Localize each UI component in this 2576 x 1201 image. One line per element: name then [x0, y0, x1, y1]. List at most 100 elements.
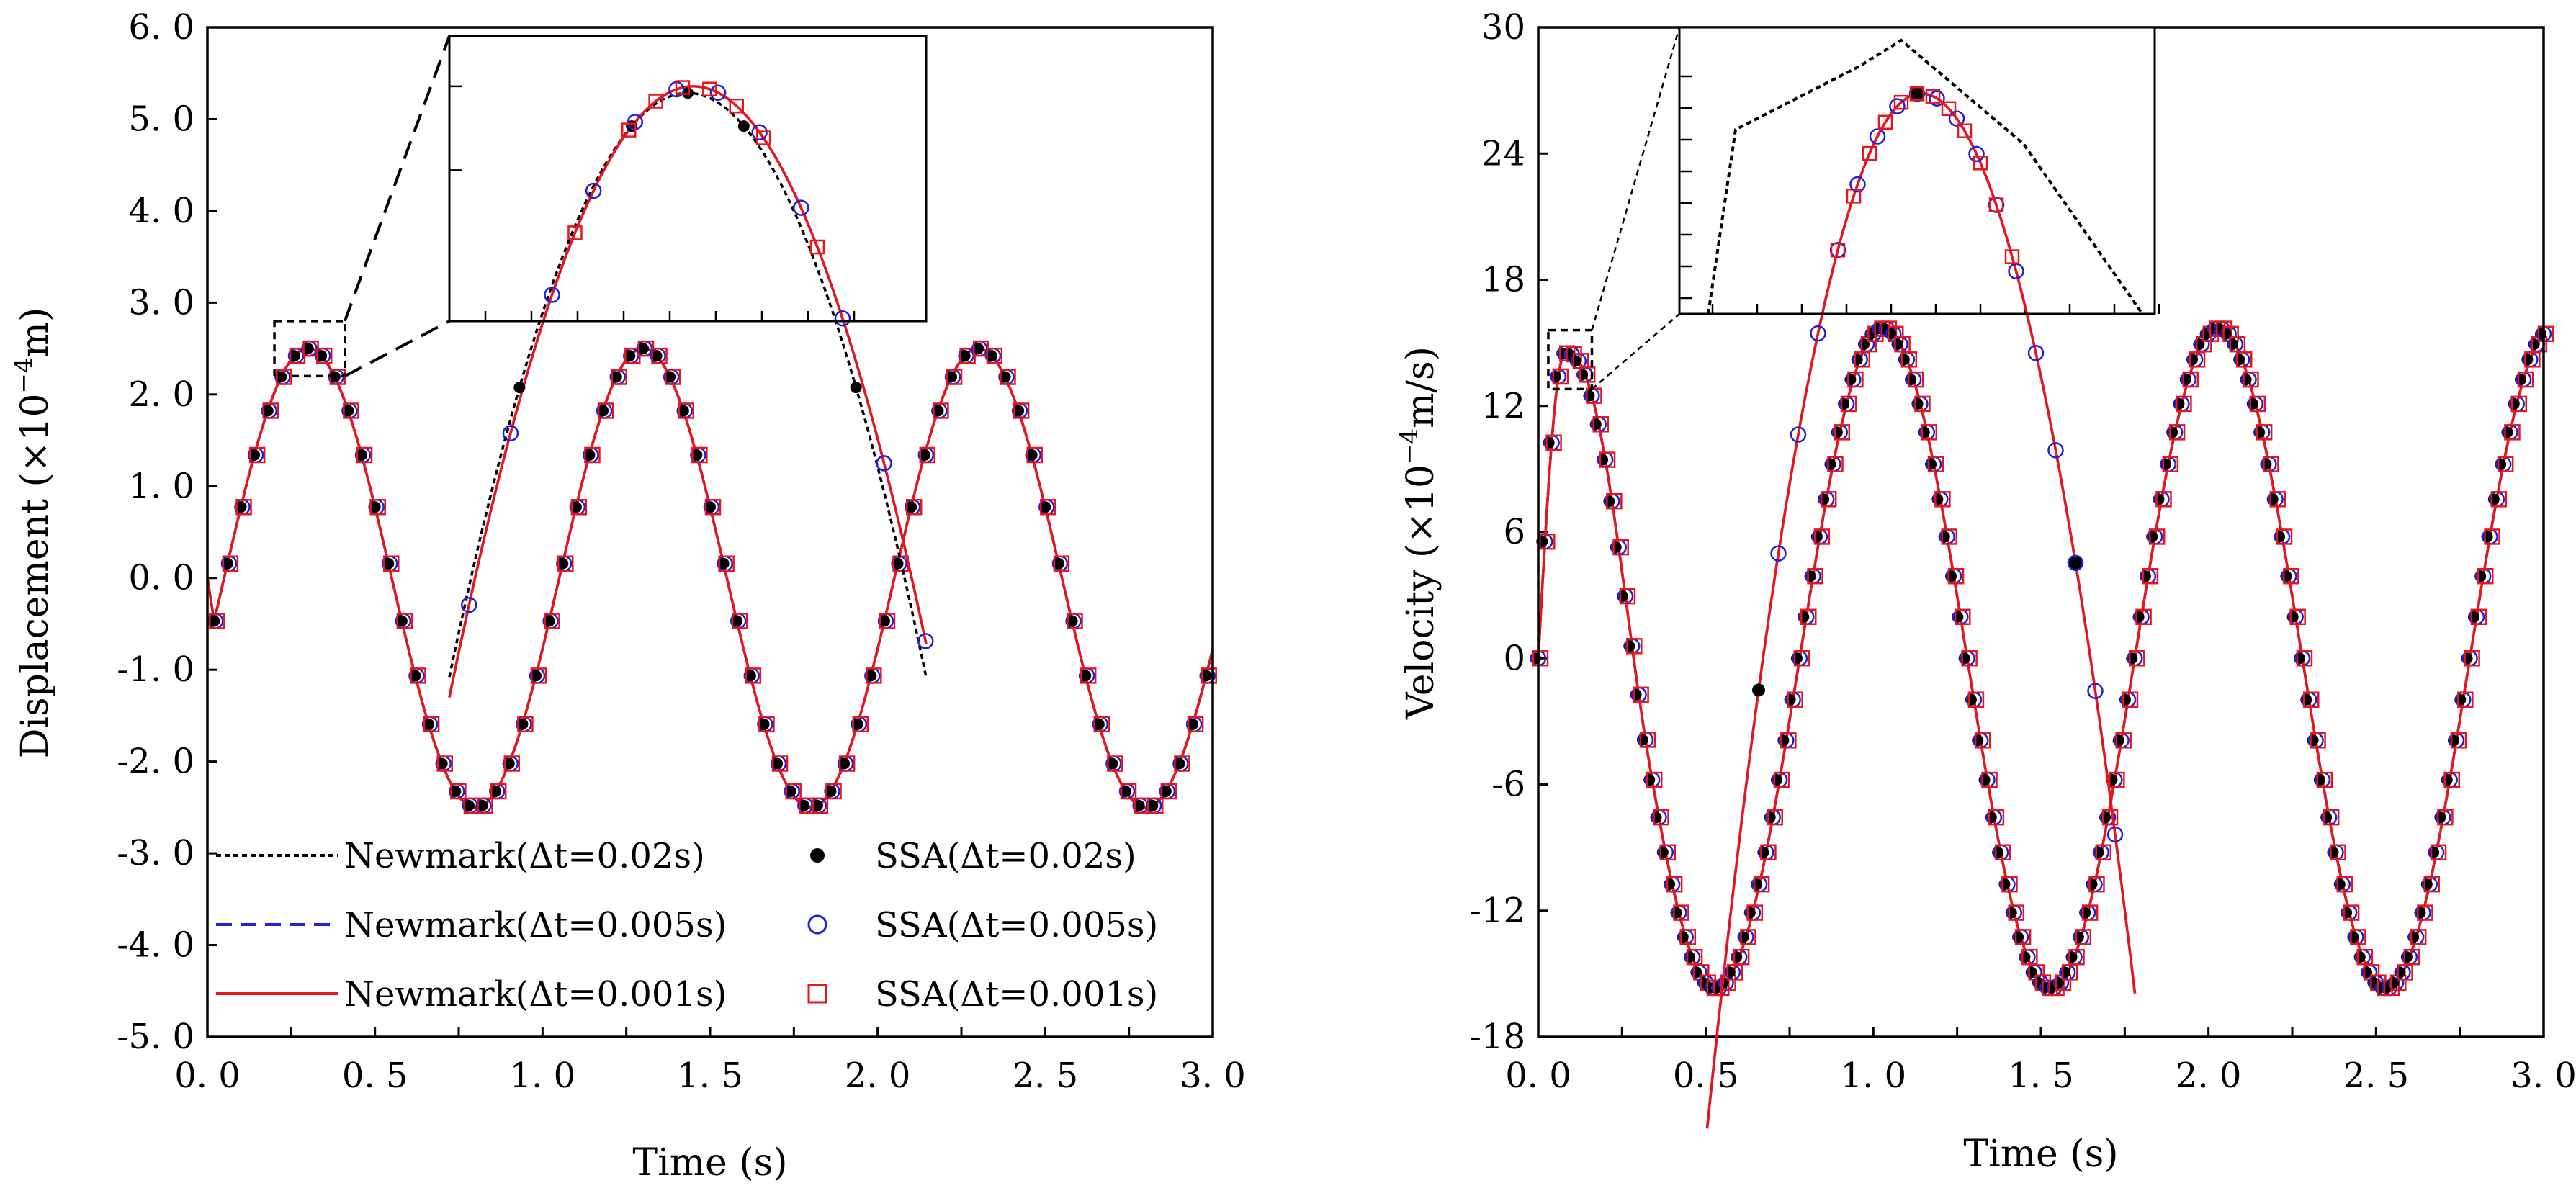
velocity-open-square-point-108 — [2256, 424, 2273, 441]
velocity-open-square-point-59 — [1927, 456, 1944, 472]
velocity-zoom-connector-top — [1591, 27, 1681, 330]
velocity-inset-open-square-6 — [1830, 242, 1846, 258]
velocity-open-square-point-138 — [2457, 691, 2474, 708]
displacement-y-label-exp: −4 — [9, 357, 38, 393]
velocity-inset-open-square-14 — [1957, 123, 1973, 138]
velocity-open-square-point-140 — [2470, 608, 2487, 626]
velocity-open-square-point-38 — [1787, 691, 1803, 708]
velocity-inset-open-circle-4 — [1849, 176, 1866, 193]
displacement-filled-circle-point-35 — [677, 405, 689, 417]
legend-label-ssa-0005: SSA(Δt=0.005s) — [875, 905, 1158, 945]
velocity-inset-open-circle-14 — [2047, 442, 2064, 459]
velocity-open-square-point-21 — [1673, 904, 1689, 921]
displacement-plot-frame — [206, 26, 1214, 1038]
l-x-tick-label-3: 1. 5 — [677, 1056, 743, 1096]
velocity-inset-open-square-16 — [1988, 197, 2004, 212]
displacement-filled-circle-point-17 — [436, 757, 448, 770]
displacement-filled-circle-point-73 — [1187, 718, 1199, 730]
displacement-open-square-point-50 — [879, 613, 896, 629]
displacement-filled-circle-point-69 — [1133, 799, 1145, 811]
displacement-open-square-point-1 — [222, 555, 239, 572]
displacement-open-square-point-38 — [718, 555, 735, 572]
displacement-open-square-point-60 — [1013, 402, 1030, 419]
velocity-inset-open-circle-1 — [1790, 426, 1807, 443]
velocity-open-square-point-82 — [2081, 904, 2099, 921]
displacement-inset-open-square-5 — [621, 122, 637, 138]
velocity-open-square-point-80 — [2068, 948, 2085, 966]
velocity-open-square-point-83 — [2088, 876, 2105, 893]
displacement-open-square-point-62 — [1040, 499, 1056, 516]
velocity-open-square-point-114 — [2296, 650, 2313, 667]
displacement-open-square-point-52 — [905, 499, 923, 516]
r-x-tick-label-2: 1. 0 — [1841, 1056, 1907, 1096]
displacement-filled-circle-point-50 — [878, 615, 890, 627]
displacement-open-square-point-67 — [1107, 755, 1123, 772]
velocity-open-square-point-2 — [1545, 434, 1562, 451]
displacement-open-square-point-8 — [315, 347, 333, 364]
velocity-open-square-point-61 — [1941, 528, 1957, 545]
displacement-open-square-point-22 — [503, 755, 521, 772]
displacement-filled-circle-point-38 — [717, 557, 730, 570]
displacement-open-square-point-53 — [919, 446, 936, 464]
displacement-filled-circle-point-31 — [624, 350, 636, 362]
velocity-open-square-point-9 — [1592, 416, 1610, 433]
displacement-open-square-point-17 — [436, 755, 453, 772]
velocity-open-square-point-43 — [1820, 491, 1837, 508]
velocity-open-square-point-147 — [2517, 371, 2534, 388]
velocity-inset-open-circle-10 — [1968, 145, 1985, 163]
displacement-open-square-point-2 — [235, 499, 252, 516]
velocity-open-square-point-19 — [1659, 844, 1677, 861]
displacement-open-square-point-64 — [1067, 613, 1083, 629]
velocity-open-square-point-14 — [1626, 638, 1643, 655]
displacement-open-square-point-66 — [1093, 716, 1110, 733]
displacement-inset-open-circle-2 — [544, 287, 560, 303]
displacement-open-square-point-26 — [557, 555, 574, 572]
velocity-open-square-point-7 — [1579, 366, 1596, 383]
legend: Newmark(Δt=0.02s) Newmark(Δt=0.005s) New… — [216, 836, 1158, 1015]
displacement-filled-circle-point-34 — [664, 371, 676, 383]
velocity-open-square-point-15 — [1633, 686, 1649, 703]
velocity-open-square-point-111 — [2276, 528, 2293, 545]
displacement-filled-circle-point-67 — [1106, 757, 1118, 770]
displacement-open-square-point-25 — [544, 613, 560, 629]
displacement-filled-circle-point-43 — [784, 785, 796, 797]
displacement-filled-circle-point-54 — [932, 405, 944, 417]
velocity-inset-open-circle-6 — [1889, 98, 1906, 114]
displacement-open-square-point-54 — [933, 402, 949, 419]
displacement-open-square-point-74 — [1201, 667, 1217, 684]
l-y-tick-label-1: 5. 0 — [128, 99, 194, 139]
displacement-filled-circle-point-29 — [597, 405, 609, 417]
velocity-inset-frame — [1678, 26, 2156, 315]
displacement-inset-open-square-3 — [567, 225, 583, 240]
l-y-tick-label-11: -5. 0 — [117, 1017, 194, 1057]
l-y-tick-label-10: -4. 0 — [117, 925, 194, 966]
legend-label-ssa-002: SSA(Δt=0.02s) — [875, 836, 1136, 876]
displacement-open-square-point-45 — [812, 797, 829, 814]
displacement-open-square-point-18 — [450, 783, 467, 800]
velocity-open-square-point-65 — [1967, 691, 1985, 708]
displacement-filled-circle-point-42 — [771, 757, 784, 770]
velocity-open-square-point-143 — [2490, 491, 2508, 508]
r-y-tick-label-3: 12 — [1481, 386, 1525, 426]
velocity-open-square-point-16 — [1639, 732, 1656, 748]
displacement-filled-circle-point-21 — [490, 785, 502, 797]
r-x-tick-label-4: 2. 0 — [2176, 1056, 2242, 1096]
displacement-open-square-point-16 — [423, 716, 440, 733]
velocity-open-square-point-33 — [1753, 876, 1770, 893]
displacement-filled-circle-point-57 — [972, 343, 984, 355]
displacement-open-square-point-4 — [262, 402, 279, 419]
velocity-open-square-point-132 — [2417, 904, 2433, 921]
velocity-inset-open-circle-13 — [2027, 345, 2045, 361]
velocity-open-square-point-62 — [1947, 567, 1965, 585]
displacement-filled-circle-point-68 — [1120, 785, 1132, 797]
displacement-filled-circle-point-25 — [543, 615, 555, 627]
velocity-open-square-point-47 — [1847, 371, 1864, 388]
displacement-filled-circle-point-10 — [342, 405, 354, 417]
displacement-open-square-point-42 — [771, 755, 789, 772]
displacement-inset-open-square-6 — [648, 94, 663, 109]
velocity-inset-filled-circle-0 — [1752, 683, 1765, 697]
velocity-inset-open-square-17 — [2004, 249, 2020, 264]
velocity-open-square-point-11 — [1606, 492, 1623, 510]
